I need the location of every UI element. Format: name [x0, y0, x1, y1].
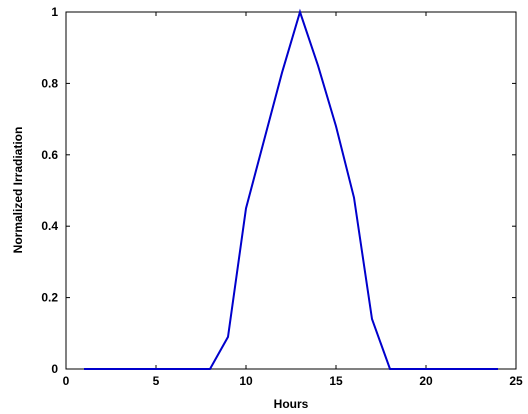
x-tick-label: 25: [509, 374, 523, 388]
y-axis-tick-labels: 0 0.2 0.4 0.6 0.8 1: [41, 5, 58, 376]
series-line: [84, 8, 498, 370]
data-series: [84, 8, 498, 370]
y-axis-label: Normalized Irradiation: [11, 127, 25, 254]
x-tick-label: 5: [153, 374, 160, 388]
x-axis-label: Hours: [274, 397, 309, 411]
y-tick-label: 0.2: [41, 291, 58, 305]
y-tick-label: 1: [51, 5, 58, 19]
y-tick-label: 0.4: [41, 219, 58, 233]
y-tick-label: 0: [51, 362, 58, 376]
x-axis-tick-labels: 0 5 10 15 20 25: [63, 374, 523, 388]
axis-ticks: [65, 11, 517, 370]
plot-area: [65, 11, 517, 370]
y-tick-label: 0.8: [41, 76, 58, 90]
x-tick-label: 20: [419, 374, 433, 388]
x-tick-label: 15: [329, 374, 343, 388]
x-tick-label: 10: [239, 374, 253, 388]
y-tick-label: 0.6: [41, 148, 58, 162]
x-tick-label: 0: [63, 374, 70, 388]
